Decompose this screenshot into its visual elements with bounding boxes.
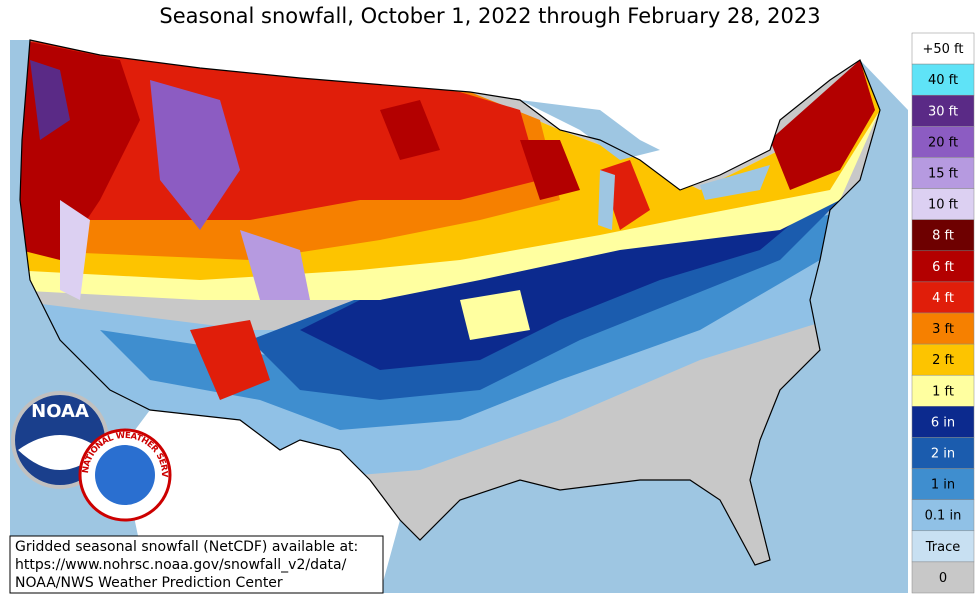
legend-swatch [911, 374, 975, 407]
note-line: NOAA/NWS Weather Prediction Center [15, 575, 283, 591]
legend-swatch [911, 468, 975, 500]
legend-label: 30 ft [928, 104, 958, 119]
legend-swatch [911, 312, 975, 345]
legend-swatch [911, 63, 975, 96]
legend-swatch [911, 126, 975, 158]
legend-label: 6 in [931, 415, 955, 430]
legend-label: 3 ft [932, 322, 954, 337]
legend-label: 2 in [931, 447, 955, 462]
noaa-text: NOAA [31, 401, 89, 422]
legend-swatch [911, 188, 975, 220]
note-line: https://www.nohrsc.noaa.gov/snowfall_v2/… [15, 557, 347, 573]
legend-label: 20 ft [928, 135, 958, 150]
legend-swatch [911, 32, 975, 65]
legend-label: 40 ft [928, 73, 958, 88]
legend-swatch [911, 250, 975, 283]
legend-swatch [911, 94, 975, 127]
legend-label: 0 [939, 571, 947, 586]
legend-label: 15 ft [928, 167, 958, 182]
legend-swatch [911, 437, 975, 469]
legend-swatch [911, 281, 975, 314]
legend-swatch [911, 499, 975, 532]
legend-label: 0.1 in [925, 509, 962, 524]
legend-label: 8 ft [932, 229, 954, 244]
legend-label: 2 ft [932, 353, 954, 368]
legend-label: +50 ft [922, 42, 963, 57]
legend-label: 10 ft [928, 198, 958, 213]
legend-label: 4 ft [932, 291, 954, 306]
legend-label: 1 in [931, 478, 955, 493]
legend-swatch [911, 219, 975, 252]
legend-swatch [911, 530, 975, 563]
note-box: Gridded seasonal snowfall (NetCDF) avail… [9, 535, 384, 594]
legend-swatch [911, 157, 975, 189]
title: Seasonal snowfall, October 1, 2022 throu… [159, 4, 820, 28]
legend-swatch [911, 343, 975, 376]
legend-swatch [911, 406, 975, 438]
note-line: Gridded seasonal snowfall (NetCDF) avail… [15, 539, 358, 555]
legend-label: Trace [925, 540, 961, 555]
legend: +50 ft 40 ft 30 ft 20 ft 15 ft 10 ft 8 ft 6 ft 4… [911, 32, 975, 594]
legend-label: 6 ft [932, 260, 954, 275]
legend-swatch [911, 561, 975, 594]
legend-label: 1 ft [932, 384, 954, 399]
